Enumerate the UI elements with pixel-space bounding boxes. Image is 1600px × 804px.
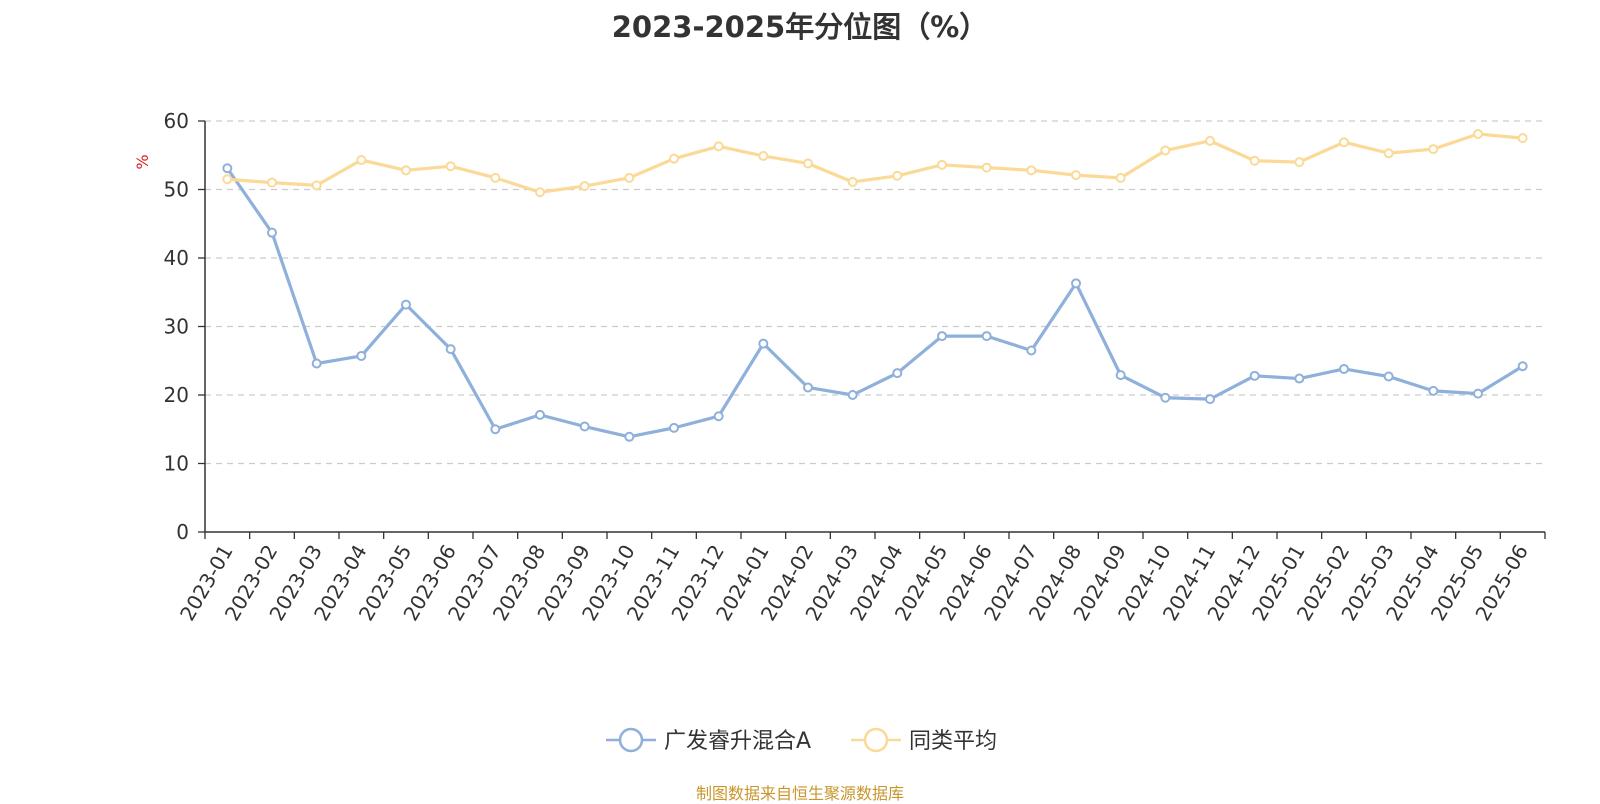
series-point: [937, 331, 947, 342]
series-point: [1339, 363, 1349, 374]
series-point: [267, 177, 277, 188]
series-point: [1428, 385, 1439, 396]
series-point: [1205, 394, 1215, 405]
series-point: [222, 163, 233, 174]
series-point: [1428, 144, 1439, 155]
y-tick-label: 20: [164, 383, 189, 407]
series-point: [401, 299, 411, 310]
series-point: [1473, 388, 1483, 399]
series-point: [803, 382, 813, 393]
series-point: [445, 344, 456, 355]
series-point: [758, 338, 769, 349]
legend-label: 广发睿升混合A: [664, 729, 811, 754]
series-line: [225, 166, 1525, 439]
series-point: [1115, 172, 1126, 183]
series-point: [356, 155, 367, 166]
y-tick-label: 60: [164, 109, 189, 133]
series-point: [1249, 155, 1260, 166]
axes: %: [133, 120, 1546, 539]
chart-title: 2023-2025年分位图（%）: [611, 10, 989, 44]
series-point: [1026, 345, 1037, 356]
series-point: [713, 411, 724, 422]
series-point: [445, 161, 456, 172]
series-point: [847, 390, 858, 400]
series-point: [1517, 133, 1528, 144]
series-point: [981, 331, 992, 342]
y-tick-label: 10: [164, 452, 189, 476]
y-tick-label: 50: [164, 178, 189, 202]
series-point: [401, 165, 411, 176]
series-line: [225, 132, 1525, 194]
series-point: [847, 176, 858, 187]
series-point: [490, 424, 501, 435]
legend-label: 同类平均: [909, 729, 997, 754]
series-point: [669, 153, 679, 164]
y-tick-label: 0: [176, 520, 189, 544]
series-point: [579, 421, 590, 432]
series-point: [267, 227, 277, 238]
y-tick-label: 40: [164, 246, 189, 270]
series-point: [535, 409, 545, 420]
series-point: [311, 358, 322, 369]
series-point: [490, 172, 501, 183]
x-axis-ticks: 2023-012023-022023-032023-042023-052023-…: [175, 541, 1533, 625]
series-point: [1071, 278, 1081, 289]
y-axis-ticks: 0 10 20 30 40 50 60: [164, 109, 189, 544]
series-point: [669, 422, 679, 433]
series-point: [311, 180, 322, 191]
series-point: [1294, 157, 1305, 168]
series-point: [1339, 137, 1349, 148]
series-point: [1473, 129, 1483, 140]
series-point: [1071, 170, 1081, 181]
series-point: [981, 162, 992, 173]
legend-marker: [618, 727, 644, 753]
series-point: [1160, 145, 1171, 156]
series-point: [535, 187, 545, 198]
series-point: [1160, 392, 1171, 403]
series-point: [937, 159, 947, 170]
series-point: [222, 174, 233, 185]
series-point: [1383, 371, 1394, 382]
series-point: [1294, 373, 1305, 384]
data-source-note: 制图数据来自恒生聚源数据库: [695, 784, 904, 803]
series-point: [1026, 165, 1037, 176]
series-point: [624, 431, 635, 442]
series-point: [1383, 148, 1394, 159]
series-point: [1205, 135, 1215, 146]
series-point: [892, 368, 903, 379]
y-axis-label: %: [133, 154, 152, 169]
legend: 广发睿升混合A 同类平均: [606, 727, 997, 754]
series-point: [1517, 361, 1528, 372]
y-tick-label: 30: [164, 315, 189, 339]
series-point: [758, 150, 769, 161]
series-point: [803, 158, 813, 169]
series-point: [624, 172, 635, 183]
series-point: [1249, 370, 1260, 381]
series-point: [713, 141, 724, 152]
series-point: [892, 170, 903, 181]
series-point: [356, 350, 367, 361]
series-group: [222, 129, 1528, 442]
legend-marker: [863, 727, 889, 753]
series-point: [1115, 370, 1126, 381]
series-point: [579, 181, 590, 192]
